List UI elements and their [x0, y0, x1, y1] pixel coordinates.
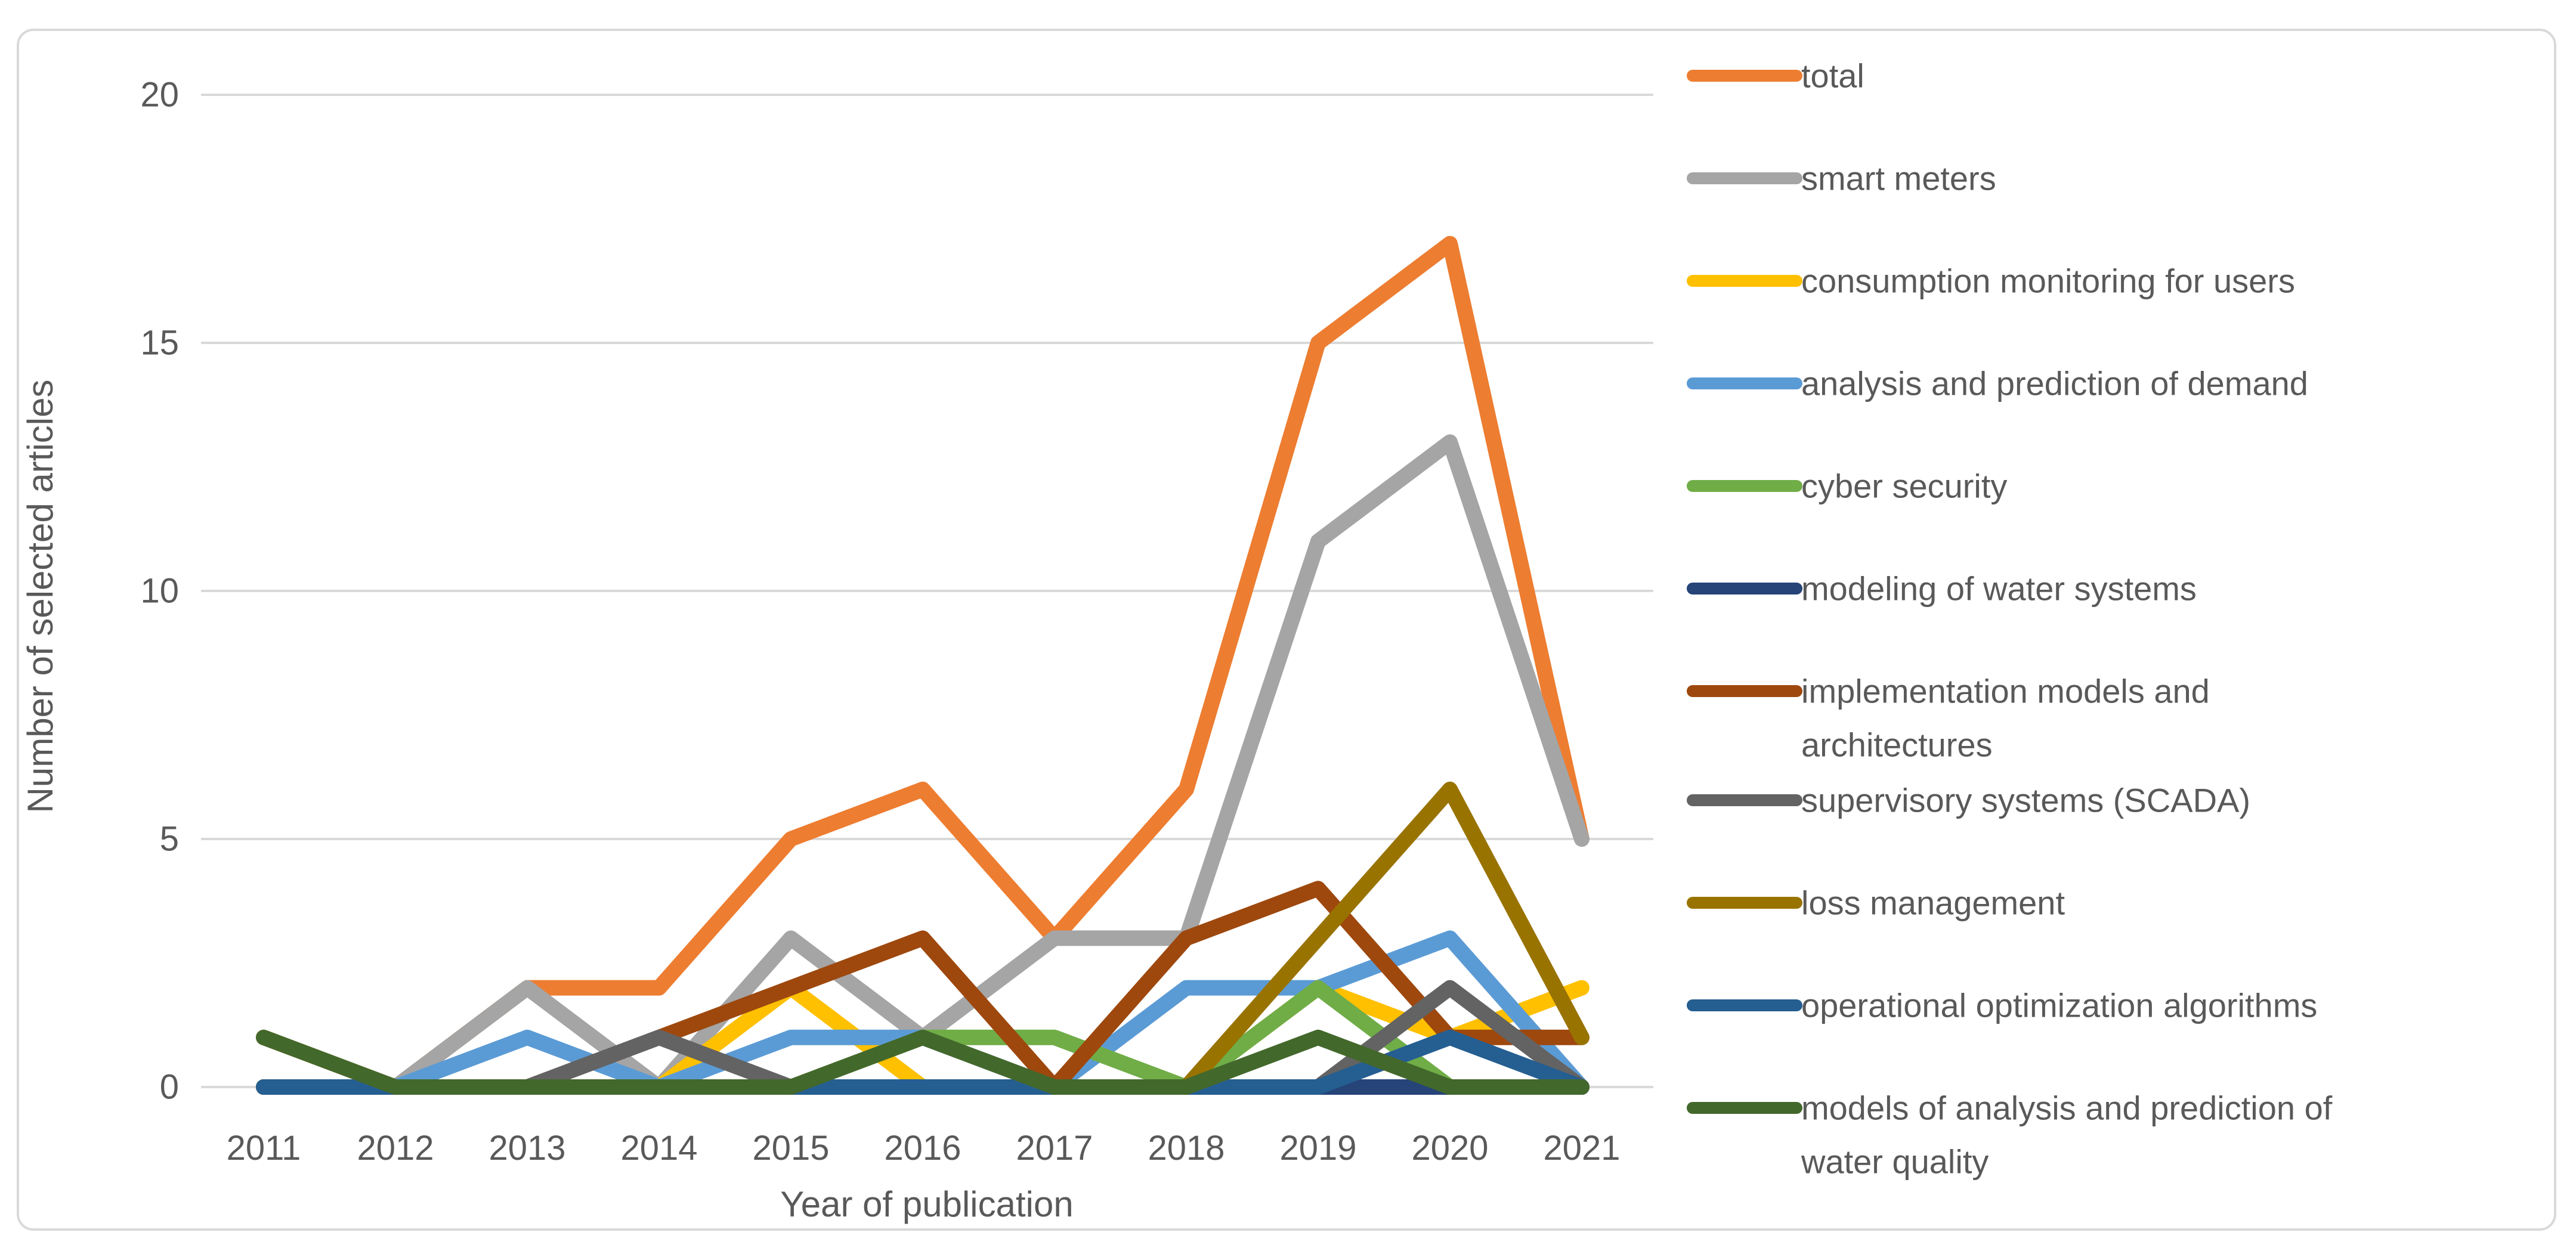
legend-item-smart-meters: smart meters — [1687, 160, 1996, 197]
x-tick-label-2021: 2021 — [1543, 1129, 1620, 1168]
y-tick-label-15: 15 — [140, 324, 179, 363]
x-tick-label-2016: 2016 — [884, 1129, 961, 1168]
legend-label-smart-meters: smart meters — [1801, 160, 1996, 197]
y-axis-title: Number of selected articles — [20, 380, 60, 813]
legend-item-analysis-and-prediction-of-demand: analysis and prediction of demand — [1687, 365, 2308, 402]
legend-item-operational-optimization-algorithms: operational optimization algorithms — [1687, 987, 2317, 1024]
legend-item-implementation-models-and-architectures: implementation models and architectures — [1687, 673, 2210, 764]
x-tick-label-2019: 2019 — [1279, 1129, 1356, 1168]
legend-label-models-of-analysis-and-prediction-of-water-quality: models of analysis and prediction of — [1801, 1089, 2333, 1127]
x-tick-label-2020: 2020 — [1411, 1129, 1488, 1168]
legend-item-models-of-analysis-and-prediction-of-water-quality: models of analysis and prediction of wate… — [1687, 1089, 2333, 1181]
x-tick-label-2018: 2018 — [1148, 1129, 1224, 1168]
legend-item-modeling-of-water-systems: modeling of water systems — [1687, 570, 2197, 608]
x-tick-label-2013: 2013 — [488, 1129, 565, 1168]
legend-item-total: total — [1687, 57, 1864, 95]
legend-label-consumption-monitoring-for-users: consumption monitoring for users — [1801, 262, 2295, 300]
x-axis-tick-labels: 2011 2012 2013 2014 2015 2016 2017 2018 2019 2020… — [227, 1129, 1621, 1168]
legend-label-implementation-models-and-architectures: implementation models and — [1801, 673, 2210, 710]
legend-label-modeling-of-water-systems: modeling of water systems — [1801, 570, 2197, 608]
y-tick-label-5: 5 — [160, 820, 179, 859]
y-tick-label-20: 20 — [140, 76, 179, 114]
y-tick-label-0: 0 — [160, 1068, 179, 1107]
legend-item-consumption-monitoring-for-users: consumption monitoring for users — [1687, 262, 2295, 300]
series-line-models-of-analysis-and-prediction-of-water-quality — [256, 1029, 1589, 1095]
legend-label-analysis-and-prediction-of-demand: analysis and prediction of demand — [1801, 365, 2308, 402]
legend-label-cyber-security: cyber security — [1801, 467, 2007, 505]
y-tick-label-10: 10 — [140, 572, 179, 611]
data-series — [256, 236, 1589, 1095]
legend: total smart meters consumption monitoring … — [1687, 57, 2333, 1181]
y-axis-tick-labels: 0 5 10 15 20 — [140, 76, 179, 1107]
legend-label-implementation-models-and-architectures-line2: architectures — [1801, 726, 1993, 764]
x-tick-label-2012: 2012 — [357, 1129, 434, 1168]
legend-item-cyber-security: cyber security — [1687, 467, 2007, 505]
x-tick-label-2014: 2014 — [620, 1129, 697, 1168]
legend-label-models-of-analysis-and-prediction-of-water-quality-line2: water quality — [1801, 1143, 1989, 1181]
legend-label-loss-management: loss management — [1801, 884, 2065, 922]
legend-item-loss-management: loss management — [1687, 884, 2065, 922]
x-tick-label-2015: 2015 — [752, 1129, 829, 1168]
legend-label-supervisory-systems-scada-: supervisory systems (SCADA) — [1801, 782, 2250, 819]
legend-item-supervisory-systems-scada-: supervisory systems (SCADA) — [1687, 782, 2250, 819]
x-tick-label-2011: 2011 — [227, 1129, 301, 1168]
legend-label-total: total — [1801, 57, 1864, 95]
x-axis-title: Year of publication — [780, 1184, 1073, 1224]
x-tick-label-2017: 2017 — [1016, 1129, 1093, 1168]
legend-label-operational-optimization-algorithms: operational optimization algorithms — [1801, 987, 2317, 1024]
